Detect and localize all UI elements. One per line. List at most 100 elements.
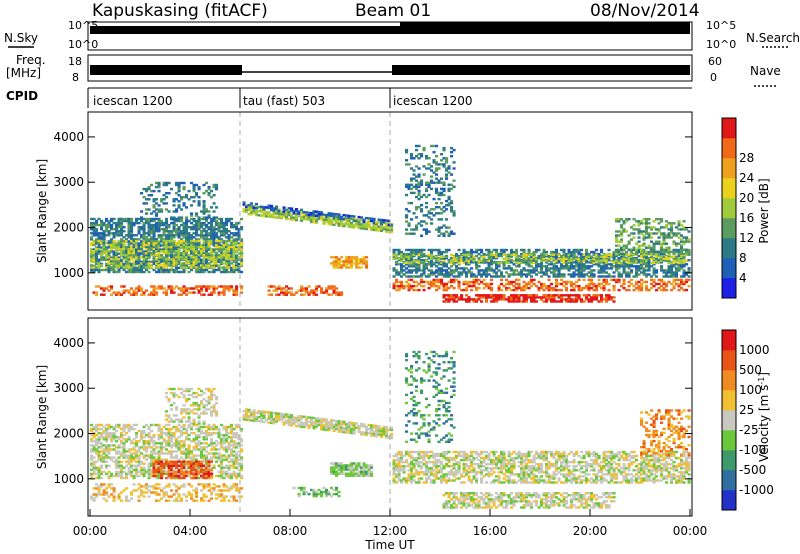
heatmap-cell bbox=[97, 223, 101, 227]
heatmap-cell bbox=[652, 278, 656, 282]
heatmap-cell bbox=[622, 280, 626, 284]
heatmap-cell bbox=[427, 216, 431, 219]
heatmap-cell bbox=[205, 260, 209, 263]
heatmap-cell bbox=[415, 271, 419, 274]
heatmap-cell bbox=[655, 257, 659, 260]
heatmap-cell bbox=[665, 284, 669, 288]
heatmap-cell bbox=[410, 157, 414, 160]
heatmap-cell bbox=[107, 256, 111, 259]
heatmap-cell bbox=[585, 267, 589, 270]
heatmap-cell bbox=[460, 267, 464, 270]
heatmap-cell bbox=[445, 167, 449, 170]
heatmap-cell bbox=[672, 265, 676, 268]
heatmap-cell bbox=[667, 236, 671, 239]
heatmap-cell bbox=[687, 248, 691, 252]
heatmap-cell bbox=[347, 214, 351, 218]
heatmap-cell bbox=[152, 198, 156, 201]
heatmap-cell bbox=[652, 257, 656, 261]
nsky-trace bbox=[90, 26, 690, 34]
heatmap-cell bbox=[107, 221, 111, 225]
heatmap-cell bbox=[355, 258, 359, 261]
heatmap-cell bbox=[687, 284, 691, 288]
heatmap-cell bbox=[427, 275, 431, 278]
heatmap-cell bbox=[492, 269, 496, 272]
heatmap-cell bbox=[320, 211, 324, 214]
heatmap-cell bbox=[432, 144, 436, 148]
heatmap-cell bbox=[597, 300, 601, 303]
heatmap-cell bbox=[205, 238, 209, 241]
heatmap-cell bbox=[637, 240, 641, 243]
heatmap-cell bbox=[635, 269, 639, 272]
heatmap-cell bbox=[92, 497, 96, 500]
heatmap-cell bbox=[147, 262, 151, 265]
heatmap-cell bbox=[377, 225, 381, 228]
heatmap-cell bbox=[482, 259, 486, 262]
heatmap-cell bbox=[540, 275, 544, 278]
heatmap-cell bbox=[247, 208, 251, 212]
heatmap-cell bbox=[397, 259, 401, 262]
heatmap-cell bbox=[167, 264, 171, 267]
heatmap-cell bbox=[422, 273, 426, 276]
heatmap-cell bbox=[310, 218, 314, 222]
heatmap-cell bbox=[402, 269, 406, 272]
heatmap-cell bbox=[380, 225, 384, 228]
heatmap-cell bbox=[650, 226, 654, 229]
heatmap-cell bbox=[212, 258, 216, 261]
heatmap-cell bbox=[415, 226, 419, 229]
heatmap-cell bbox=[160, 270, 164, 274]
heatmap-cell bbox=[680, 228, 684, 231]
heatmap-cell bbox=[462, 282, 466, 286]
heatmap-cell bbox=[182, 289, 186, 292]
heatmap-cell bbox=[527, 253, 531, 256]
heatmap-cell bbox=[185, 221, 189, 225]
heatmap-cell bbox=[500, 254, 504, 258]
heatmap-cell bbox=[580, 288, 584, 292]
heatmap-cell bbox=[155, 239, 159, 243]
heatmap-cell bbox=[190, 262, 194, 266]
heatmap-cell bbox=[330, 256, 334, 259]
heatmap-cell bbox=[647, 259, 651, 262]
heatmap-cell bbox=[237, 247, 241, 251]
heatmap-cell bbox=[525, 257, 529, 261]
heatmap-cell bbox=[195, 260, 199, 263]
heatmap-cell bbox=[132, 262, 136, 265]
heatmap-cell bbox=[507, 300, 511, 303]
heatmap-cell bbox=[152, 289, 156, 292]
heatmap-cell bbox=[457, 271, 461, 274]
heatmap-cell bbox=[200, 260, 204, 263]
heatmap-cell bbox=[155, 293, 159, 296]
heatmap-cell bbox=[290, 214, 294, 217]
heatmap-cell bbox=[552, 263, 556, 266]
heatmap-cell bbox=[95, 260, 99, 263]
heatmap-cell bbox=[637, 269, 641, 272]
heatmap-cell bbox=[217, 217, 221, 221]
heatmap-cell bbox=[417, 153, 421, 156]
heatmap-cell bbox=[125, 239, 129, 243]
heatmap-cell bbox=[240, 258, 244, 261]
heatmap-cell bbox=[570, 254, 574, 258]
heatmap-cell bbox=[645, 246, 649, 249]
heatmap-cell bbox=[485, 296, 489, 299]
heatmap-cell bbox=[287, 291, 291, 294]
heatmap-cell bbox=[150, 189, 154, 193]
heatmap-cell bbox=[517, 282, 521, 286]
heatmap-cell bbox=[172, 230, 176, 233]
heatmap-cell bbox=[547, 269, 551, 272]
heatmap-cell bbox=[617, 280, 621, 284]
heatmap-cell bbox=[450, 280, 454, 284]
heatmap-cell bbox=[342, 222, 346, 226]
heatmap-cell bbox=[452, 259, 456, 263]
heatmap-cell bbox=[580, 248, 584, 252]
heatmap-cell bbox=[292, 218, 296, 221]
heatmap-cell bbox=[90, 254, 94, 257]
heatmap-cell bbox=[582, 275, 586, 278]
heatmap-cell bbox=[595, 286, 599, 290]
heatmap-cell bbox=[417, 275, 421, 278]
heatmap-cell bbox=[90, 495, 94, 498]
heatmap-cell bbox=[437, 248, 441, 252]
heatmap-cell bbox=[167, 248, 171, 251]
heatmap-cell bbox=[635, 259, 639, 263]
heatmap-cell bbox=[665, 226, 669, 229]
heatmap-cell bbox=[130, 238, 134, 241]
heatmap-cell bbox=[265, 215, 269, 218]
